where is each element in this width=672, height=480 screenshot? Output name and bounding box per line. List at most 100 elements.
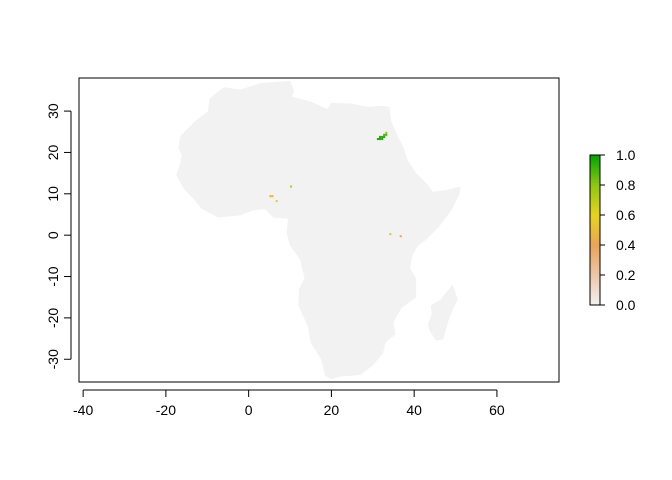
legend-color-strip xyxy=(590,262,600,266)
legend-color-strip xyxy=(590,247,600,251)
legend-color-strip xyxy=(590,225,600,228)
legend-color-strip xyxy=(590,187,600,191)
legend-color-strip xyxy=(590,237,600,241)
legend-color-strip xyxy=(590,285,600,288)
legend-color-strip xyxy=(590,185,600,188)
legend-color-strip xyxy=(590,202,600,206)
x-tick-label: 20 xyxy=(324,402,340,418)
legend-tick-label: 0.4 xyxy=(616,237,636,253)
value-cells xyxy=(269,131,402,238)
y-tick-label: 0 xyxy=(45,231,61,239)
madagascar-landmass xyxy=(427,284,458,341)
legend-color-strip xyxy=(590,197,600,201)
value-cell xyxy=(269,195,272,198)
value-cell xyxy=(399,235,402,238)
legend-color-strip xyxy=(590,180,600,183)
legend-color-strip xyxy=(590,260,600,263)
legend-color-strip xyxy=(590,162,600,166)
x-tick-label: 40 xyxy=(406,402,422,418)
legend-color-strip xyxy=(590,207,600,211)
legend-color-strip xyxy=(590,172,600,176)
legend-color-strip xyxy=(590,292,600,296)
legend-color-strip xyxy=(590,157,600,161)
x-axis: -40 -20 0 20 40 60 xyxy=(73,389,505,418)
value-cell xyxy=(383,135,386,138)
y-tick-label: -30 xyxy=(45,349,61,369)
y-tick-label: 20 xyxy=(45,144,61,160)
value-cell xyxy=(381,135,384,138)
legend-color-strip xyxy=(590,220,600,223)
value-cell xyxy=(290,185,293,188)
legend-color-strip xyxy=(590,235,600,238)
legend-color-strip xyxy=(590,245,600,248)
legend-tick-label: 0.8 xyxy=(616,177,636,193)
legend-color-strip xyxy=(590,215,600,218)
value-cell xyxy=(381,138,384,141)
legend-color-strip xyxy=(590,170,600,173)
y-tick-label: 30 xyxy=(45,103,61,119)
value-cell xyxy=(379,138,382,141)
legend-color-strip xyxy=(590,265,600,268)
value-cell xyxy=(376,138,379,141)
legend-tick-label: 1.0 xyxy=(616,147,636,163)
legend-color-strip xyxy=(590,195,600,198)
legend-color-strip xyxy=(590,200,600,203)
land-area xyxy=(176,80,461,380)
legend-color-strip xyxy=(590,295,600,298)
legend-color-strip xyxy=(590,167,600,171)
legend-color-strip xyxy=(590,192,600,196)
legend-color-strip xyxy=(590,177,600,181)
legend-frame xyxy=(589,154,601,306)
value-cell xyxy=(383,133,386,136)
y-tick-label: 10 xyxy=(45,186,61,202)
legend-color-strip xyxy=(590,242,600,246)
africa-landmass xyxy=(176,80,461,380)
legend-color-strip xyxy=(590,272,600,276)
legend-color-strip xyxy=(590,257,600,261)
legend-color-strip xyxy=(590,252,600,256)
value-cell xyxy=(379,135,382,138)
legend-color-strip xyxy=(590,217,600,221)
legend-color-strip xyxy=(590,240,600,243)
legend-color-strip xyxy=(590,210,600,213)
legend-color-strip xyxy=(590,190,600,193)
legend-color-strip xyxy=(590,302,600,306)
legend-color-strip xyxy=(590,297,600,301)
value-cell xyxy=(385,131,388,134)
legend-color-strip xyxy=(590,280,600,283)
legend-color-strip xyxy=(590,232,600,236)
legend-color-strip xyxy=(590,250,600,253)
legend-color-strip xyxy=(590,230,600,233)
value-cell xyxy=(385,133,388,136)
x-tick-label: 60 xyxy=(489,402,505,418)
legend-color-strip xyxy=(590,227,600,231)
x-tick-label: 0 xyxy=(245,402,253,418)
legend-color-strip xyxy=(590,160,600,163)
legend-color-strip xyxy=(590,287,600,291)
legend-color-strip xyxy=(590,300,600,303)
value-cell xyxy=(275,200,278,203)
legend-color-strip xyxy=(590,155,600,158)
legend-color-strip xyxy=(590,270,600,273)
legend-color-strip xyxy=(590,267,600,271)
legend-color-strip xyxy=(590,182,600,186)
legend-color-strip xyxy=(590,277,600,281)
legend-color-strip xyxy=(590,255,600,258)
y-tick-label: -20 xyxy=(45,308,61,328)
legend-tick-label: 0.0 xyxy=(616,297,636,313)
value-cell xyxy=(389,233,392,236)
legend-color-strip xyxy=(590,212,600,216)
legend-color-strip xyxy=(590,205,600,208)
legend-color-strip xyxy=(590,275,600,278)
plot-frame xyxy=(78,77,560,383)
value-cell xyxy=(271,195,274,198)
x-tick-label: -40 xyxy=(73,402,93,418)
legend-color-strip xyxy=(590,282,600,286)
x-tick-label: -20 xyxy=(156,402,176,418)
y-tick-label: -10 xyxy=(45,266,61,286)
legend-tick-label: 0.6 xyxy=(616,207,636,223)
y-axis: -30 -20 -10 0 10 20 30 xyxy=(45,103,72,369)
legend-color-strip xyxy=(590,222,600,226)
legend-color-strip xyxy=(590,175,600,178)
